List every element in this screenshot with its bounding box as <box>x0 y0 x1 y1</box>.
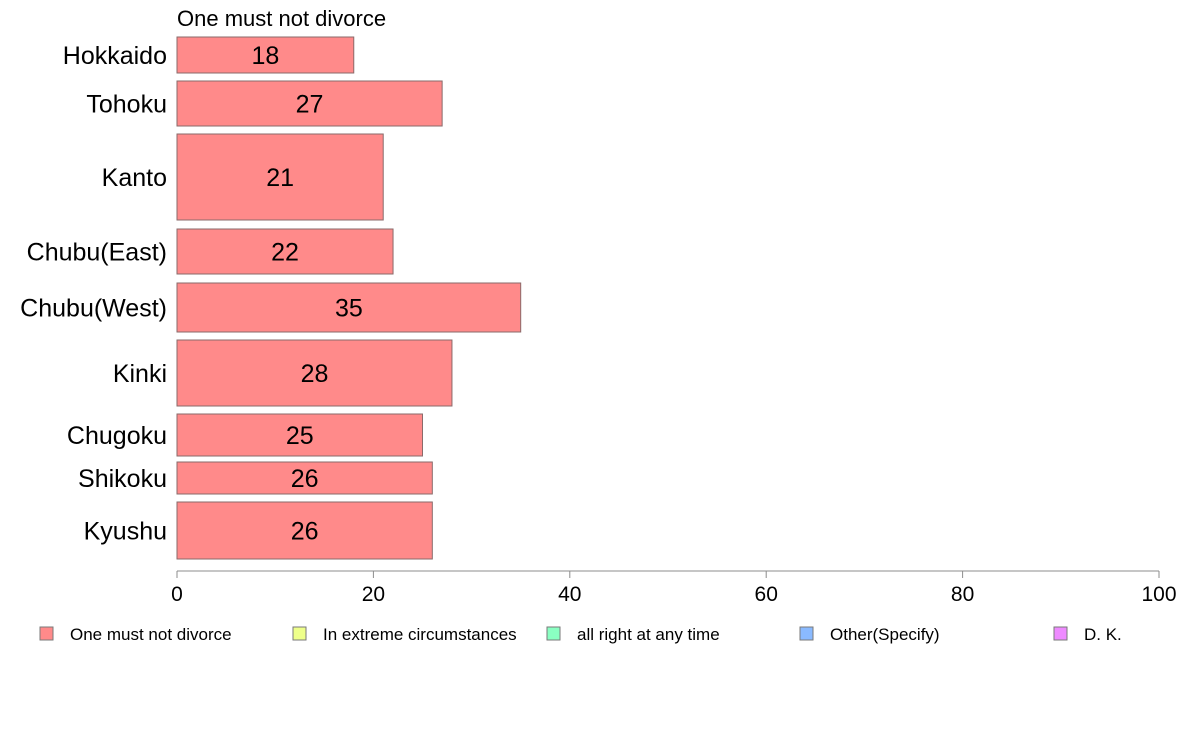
category-label: Chugoku <box>67 422 167 450</box>
category-label: Shikoku <box>78 465 167 493</box>
bar-value-label: 22 <box>271 239 299 267</box>
bar-tohoku <box>176 80 443 127</box>
legend-label: In extreme circumstances <box>323 625 517 644</box>
category-label: Chubu(West) <box>20 295 167 323</box>
legend-swatch <box>292 626 307 641</box>
bar-value-label: 28 <box>301 360 329 388</box>
x-axis: 0 20 40 60 80 100 <box>171 570 1177 606</box>
x-tick-label: 60 <box>755 583 778 606</box>
bar-kinki <box>176 339 453 407</box>
category-label: Hokkaido <box>63 42 167 70</box>
bar-chubu-west <box>176 282 522 333</box>
category-label: Kinki <box>113 360 167 388</box>
x-tick-label: 80 <box>951 583 974 606</box>
bar-value-label: 21 <box>266 164 294 192</box>
bar-value-label: 35 <box>335 295 363 323</box>
legend-label: D. K. <box>1084 625 1122 644</box>
legend-swatch <box>1053 626 1068 641</box>
legend: One must not divorce In extreme circumsta… <box>39 625 1122 644</box>
bar-chubu-east <box>176 228 394 275</box>
x-tick-label: 40 <box>558 583 581 606</box>
chart-title: One must not divorce <box>177 6 386 31</box>
bar-value-label: 26 <box>291 518 319 546</box>
category-label: Tohoku <box>86 91 167 119</box>
bar-chugoku <box>176 413 423 457</box>
x-tick-label: 100 <box>1141 583 1176 606</box>
legend-swatch <box>799 626 814 641</box>
category-label: Chubu(East) <box>27 239 167 267</box>
category-label: Kyushu <box>84 518 167 546</box>
bars-group: 18 Hokkaido 27 Tohoku 21 Kanto 22 Chubu(East) 35… <box>20 36 522 560</box>
legend-swatch <box>39 626 54 641</box>
legend-swatch <box>546 626 561 641</box>
legend-label: Other(Specify) <box>830 625 940 644</box>
bar-hokkaido <box>176 36 355 74</box>
bar-value-label: 18 <box>251 42 279 70</box>
x-tick-label: 0 <box>171 583 183 606</box>
bar-kanto <box>176 133 384 221</box>
bar-kyushu <box>176 501 433 560</box>
legend-label: all right at any time <box>577 625 720 644</box>
bar-value-label: 27 <box>296 91 324 119</box>
legend-label: One must not divorce <box>70 625 232 644</box>
bar-value-label: 26 <box>291 465 319 493</box>
category-label: Kanto <box>102 164 167 192</box>
x-tick-label: 20 <box>362 583 385 606</box>
bar-shikoku <box>176 461 433 495</box>
bar-value-label: 25 <box>286 422 314 450</box>
